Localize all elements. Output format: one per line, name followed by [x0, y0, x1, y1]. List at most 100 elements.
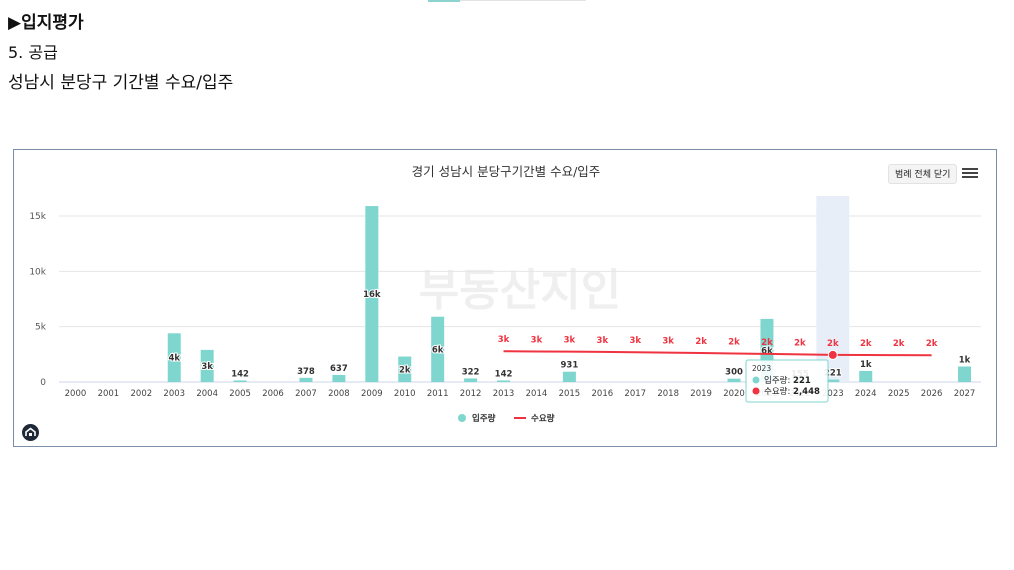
document-heading: ▶입지평가 — [8, 13, 84, 33]
tooltip-year: 2023 — [752, 364, 771, 373]
supply-data-label: 16k — [363, 290, 381, 300]
demand-data-label: 2k — [761, 338, 773, 348]
supply-data-label: 300 — [725, 368, 743, 378]
x-tick-label: 2012 — [460, 389, 482, 399]
supply-bar — [200, 349, 214, 382]
demand-data-label: 3k — [531, 335, 543, 345]
x-tick-label: 2007 — [295, 389, 317, 399]
x-tick-label: 2024 — [855, 389, 877, 399]
x-tick-label: 2005 — [229, 389, 251, 399]
demand-data-label: 2k — [893, 339, 905, 349]
supply-data-label: 322 — [462, 367, 480, 377]
demand-line-path — [503, 350, 932, 357]
demand-data-label: 2k — [695, 337, 707, 347]
tooltip-supply-label: 입주량: 221 — [764, 375, 811, 386]
watermark-logo: 부동산지인 — [419, 265, 621, 316]
supply-data-label: 637 — [330, 364, 348, 374]
demand-data-label: 2k — [728, 337, 740, 347]
section-title: 5. 공급 — [8, 43, 58, 62]
x-tick-label: 2000 — [65, 389, 87, 399]
x-tick-label: 2003 — [163, 389, 185, 399]
demand-data-label: 2k — [794, 338, 806, 348]
supply-bar — [958, 366, 972, 382]
x-tick-label: 2017 — [624, 389, 646, 399]
x-tick-label: 2016 — [592, 389, 614, 399]
tooltip-supply-marker — [752, 376, 760, 384]
supply-bar — [497, 380, 511, 382]
demand-line: 3k 3k 3k 3k 3k 3k 2k 2k 2k 2k 2k 2k 2k 2k — [498, 335, 938, 360]
y-tick-label: 5k — [35, 323, 47, 333]
x-tick-label: 2008 — [328, 389, 350, 399]
supply-data-label: 4k — [168, 354, 180, 364]
supply-bar — [299, 377, 313, 382]
supply-bar — [167, 333, 181, 382]
supply-data-label: 1k — [959, 356, 971, 366]
x-tick-label: 2002 — [131, 389, 153, 399]
supply-data-label: 6k — [432, 345, 444, 355]
top-divider — [460, 0, 586, 1]
x-tick-label: 2018 — [657, 389, 679, 399]
demand-point-highlight — [827, 349, 838, 360]
x-tick-label: 2004 — [196, 389, 218, 399]
supply-data-label: 378 — [297, 367, 315, 377]
demand-data-label: 2k — [926, 339, 938, 349]
legend-toggle-button[interactable]: 범례 전체 닫기 — [888, 164, 958, 184]
x-tick-label: 2009 — [361, 389, 383, 399]
x-tick-label: 2015 — [559, 389, 581, 399]
x-tick-label: 2019 — [690, 389, 712, 399]
subsection-title: 성남시 분당구 기간별 수요/입주 — [8, 73, 234, 93]
demand-data-label: 3k — [498, 335, 510, 345]
supply-data-label: 2k — [399, 365, 411, 375]
demand-data-label: 2k — [860, 339, 872, 349]
x-tick-label: 2026 — [921, 389, 943, 399]
demand-data-label: 3k — [662, 337, 674, 347]
legend-demand-label: 수요량 — [531, 413, 555, 424]
demand-data-label: 3k — [629, 336, 641, 346]
x-tick-label: 2020 — [723, 389, 745, 399]
x-tick-label: 2011 — [427, 389, 449, 399]
tooltip-box — [745, 359, 829, 403]
supply-bar — [365, 206, 379, 382]
site-logo-icon[interactable] — [22, 424, 39, 441]
legend-supply-marker — [458, 414, 466, 422]
y-tick-label: 15k — [29, 212, 46, 222]
x-tick-label: 2025 — [888, 389, 910, 399]
demand-data-label: 3k — [597, 336, 609, 346]
x-tick-label: 2014 — [526, 389, 548, 399]
supply-bar — [727, 378, 741, 382]
demand-data-label: 2k — [827, 339, 839, 349]
supply-bar — [859, 370, 873, 382]
x-tick-label: 2023 — [822, 389, 844, 399]
supply-bar — [431, 316, 445, 382]
legend-supply-label: 입주량 — [472, 413, 496, 424]
demand-data-label: 3k — [564, 336, 576, 346]
tooltip-demand-marker — [752, 387, 760, 395]
supply-bar — [562, 371, 576, 382]
supply-data-label: 3k — [201, 362, 213, 372]
x-tick-label: 2010 — [394, 389, 416, 399]
y-tick-label: 10k — [29, 267, 46, 277]
x-axis: 2000 2001 2002 2003 2004 2005 2006 2007 2008 2009… — [65, 389, 976, 399]
x-tick-label: 2013 — [493, 389, 515, 399]
top-tab-indicator — [428, 0, 460, 2]
legend: 입주량 수요량 — [458, 413, 555, 424]
y-tick-label: 0 — [40, 378, 46, 388]
x-tick-label: 2001 — [98, 389, 120, 399]
x-tick-label: 2027 — [954, 389, 976, 399]
y-axis: 0 5k 10k 15k — [29, 212, 46, 388]
x-tick-label: 2006 — [262, 389, 284, 399]
supply-data-label: 1k — [860, 360, 872, 370]
supply-bar — [233, 380, 247, 382]
supply-data-label: 142 — [231, 369, 249, 379]
supply-bar — [398, 356, 412, 382]
supply-bar — [464, 378, 478, 382]
supply-data-label: 931 — [561, 361, 579, 371]
supply-data-label: 6k — [761, 346, 773, 356]
supply-data-label: 142 — [495, 369, 513, 379]
supply-bar — [826, 379, 840, 382]
tooltip-demand-label: 수요량: 2,448 — [764, 386, 820, 397]
tooltip-supply-value: 221 — [793, 376, 811, 386]
hamburger-menu-icon[interactable] — [962, 166, 978, 182]
